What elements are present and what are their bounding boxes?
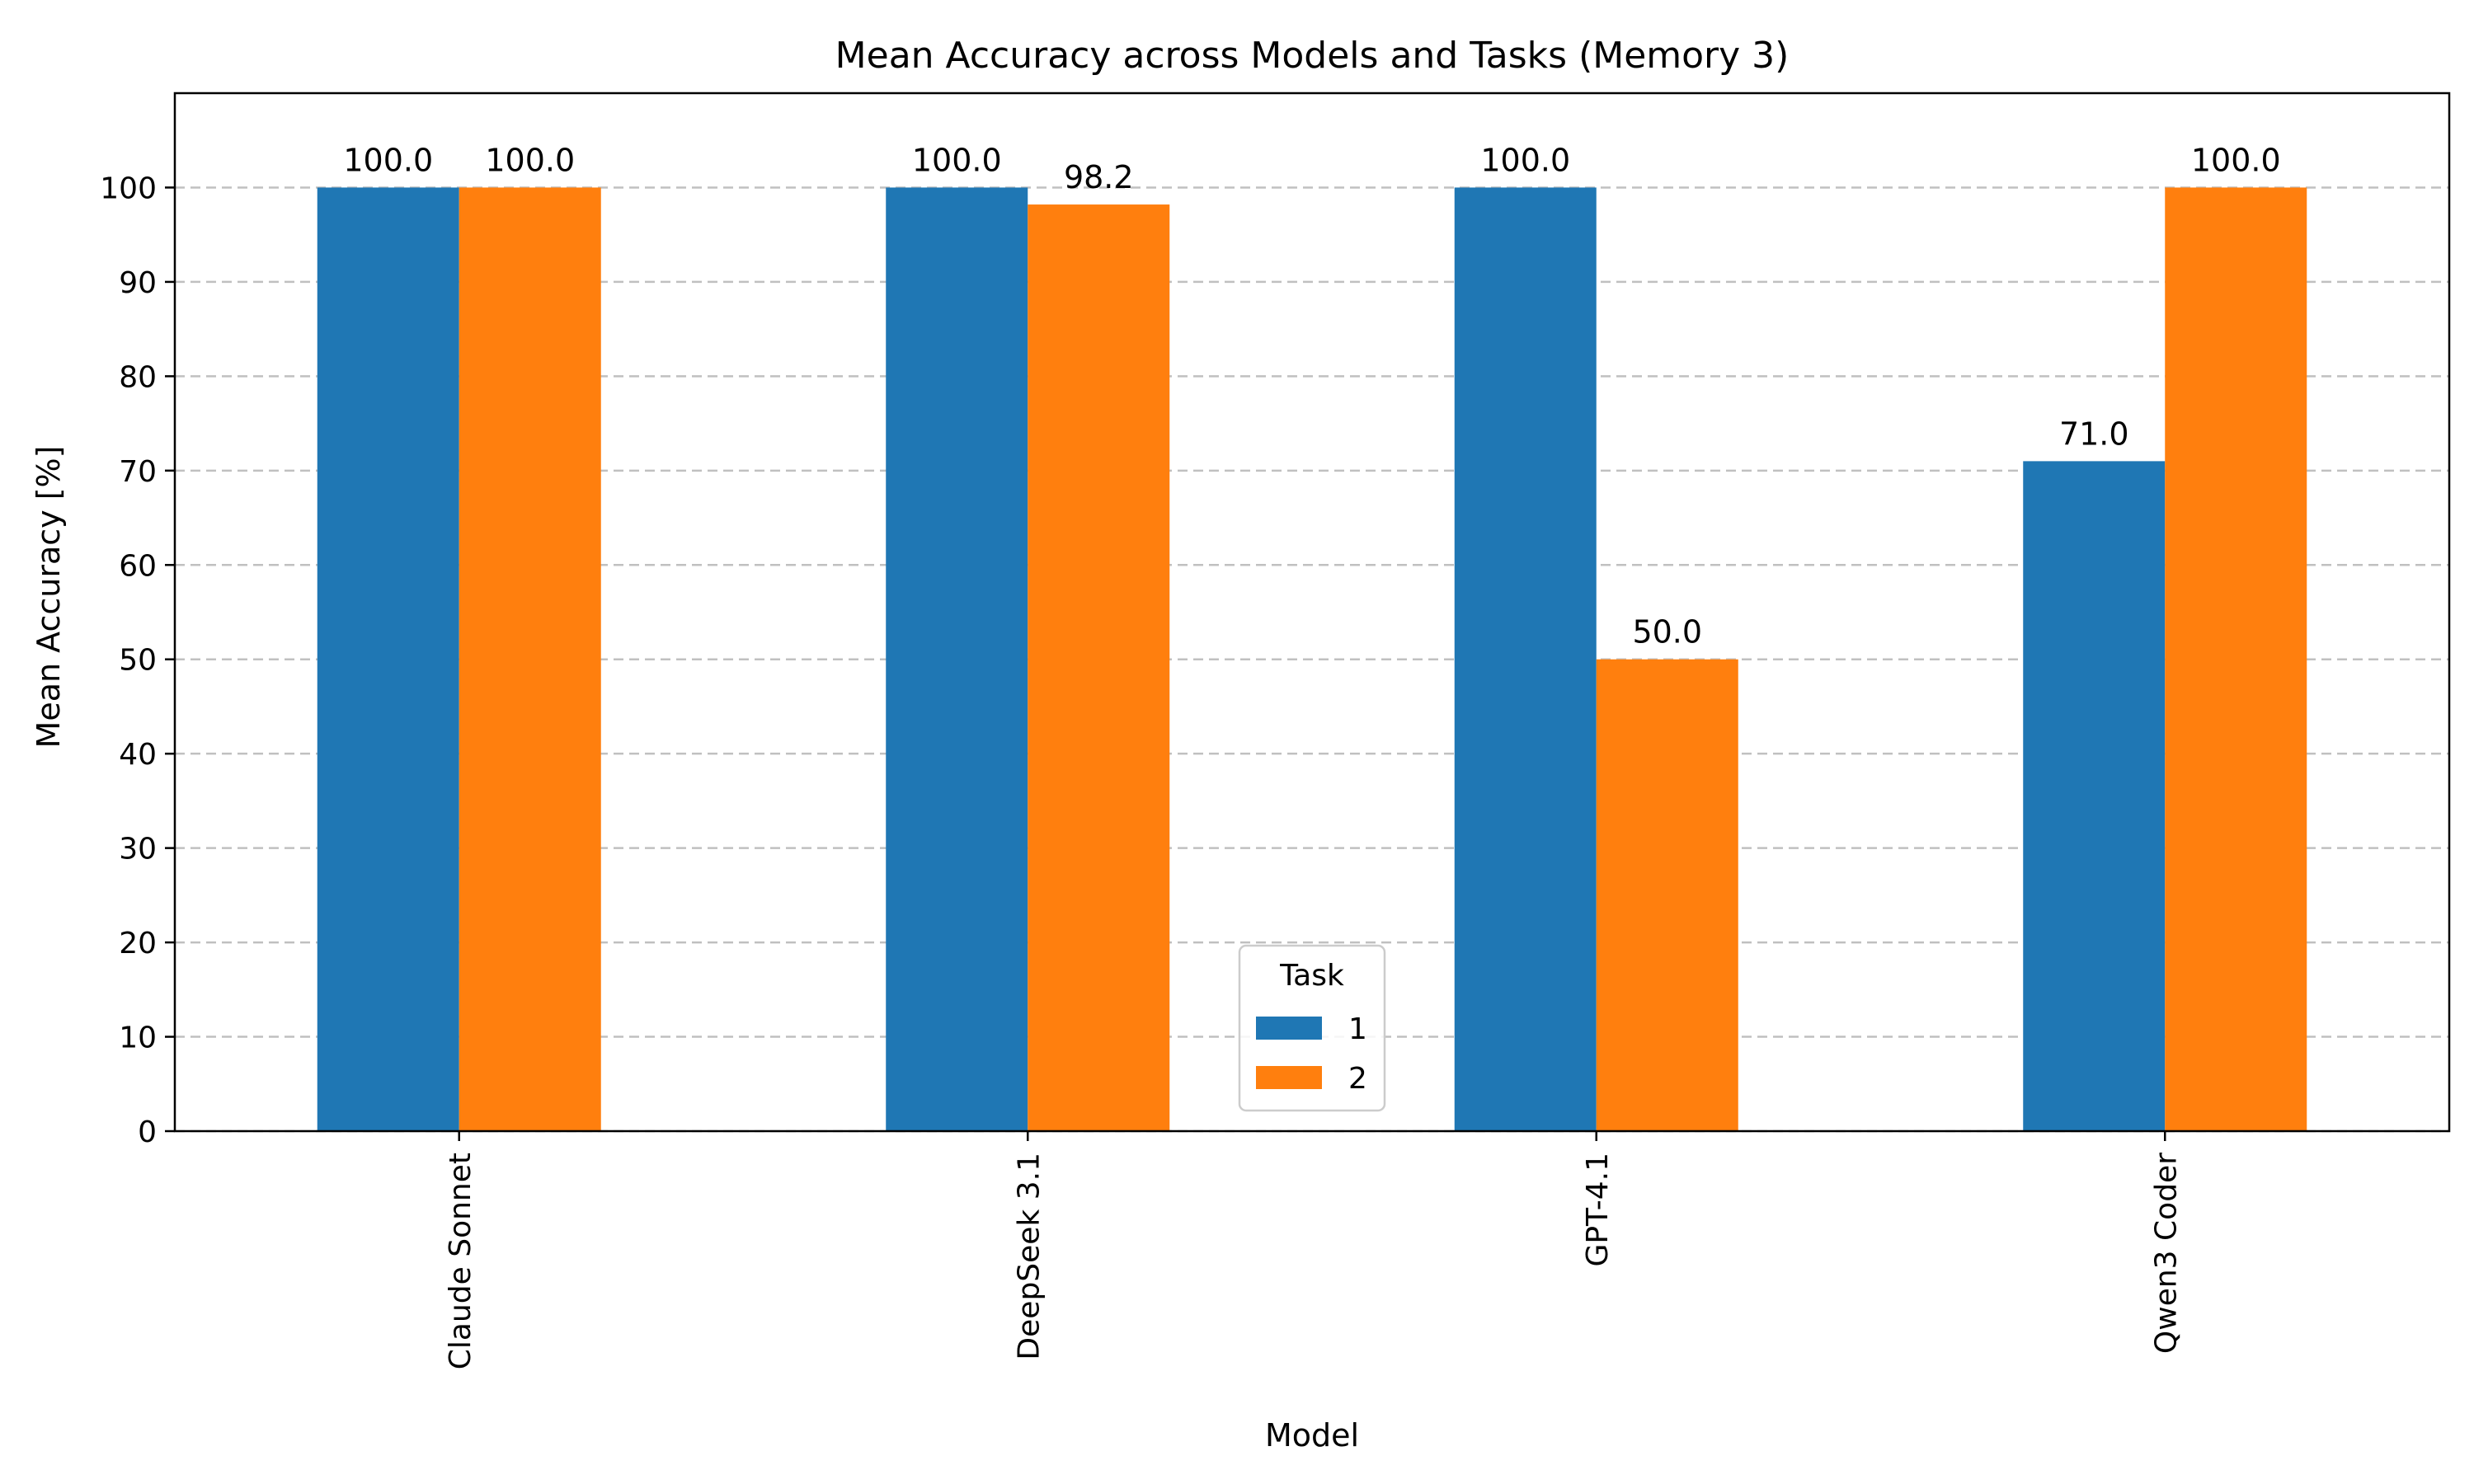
data-label: 100.0 <box>485 142 575 178</box>
y-tick-label: 50 <box>119 644 157 678</box>
x-tick-label: GPT-4.1 <box>1581 1153 1615 1267</box>
data-label: 71.0 <box>2059 416 2129 452</box>
data-labels: 100.0 100.0 100.0 98.2 100.0 50.0 71.0 100.0 <box>343 142 2280 650</box>
y-tick-label: 80 <box>119 360 157 394</box>
y-tick-label: 90 <box>119 266 157 300</box>
legend-entry: 1 <box>1348 1012 1367 1046</box>
y-tick-label: 100 <box>100 171 157 205</box>
legend-swatch-task-2 <box>1256 1066 1322 1089</box>
y-tick-label: 20 <box>119 927 157 960</box>
bar-gpt-4-1-task-1 <box>1454 187 1597 1131</box>
bar-gpt-4-1-task-2 <box>1596 659 1738 1131</box>
legend-title: Task <box>1279 959 1344 993</box>
bars <box>317 187 2307 1131</box>
y-tick-label: 60 <box>119 549 157 583</box>
legend-entry: 2 <box>1348 1062 1367 1096</box>
bar-qwen3-coder-task-1 <box>2023 461 2166 1131</box>
data-label: 98.2 <box>1064 159 1134 195</box>
legend-swatch-task-1 <box>1256 1017 1322 1040</box>
chart-title: Mean Accuracy across Models and Tasks (M… <box>835 35 1790 77</box>
x-tick-label: Claude Sonnet <box>444 1153 477 1369</box>
bar-claude-sonnet-task-1 <box>317 187 459 1131</box>
bar-qwen3-coder-task-2 <box>2165 187 2307 1131</box>
y-tick-label: 30 <box>119 833 157 866</box>
data-label: 100.0 <box>912 142 1002 178</box>
x-tick-label: DeepSeek 3.1 <box>1012 1153 1046 1360</box>
data-label: 100.0 <box>2191 142 2281 178</box>
data-label: 100.0 <box>343 142 433 178</box>
data-label: 100.0 <box>1480 142 1570 178</box>
data-label: 50.0 <box>1632 614 1702 650</box>
y-tick-label: 0 <box>138 1115 157 1149</box>
bar-claude-sonnet-task-2 <box>459 187 601 1131</box>
y-tick-label: 40 <box>119 738 157 772</box>
x-axis-label: Model <box>1265 1417 1359 1453</box>
plot-frame <box>173 92 2451 1133</box>
x-tick-label: Qwen3 Coder <box>2149 1153 2183 1354</box>
bar-deepseek-3-1-task-2 <box>1028 204 1170 1131</box>
y-tick-label: 70 <box>119 455 157 489</box>
bar-deepseek-3-1-task-1 <box>886 187 1028 1131</box>
y-axis-label: Mean Accuracy [%] <box>31 446 67 749</box>
y-tick-label: 10 <box>119 1021 157 1055</box>
axes: 0 10 20 30 40 50 60 70 80 90 100 Claude Sonnet DeepS… <box>100 92 2451 1369</box>
